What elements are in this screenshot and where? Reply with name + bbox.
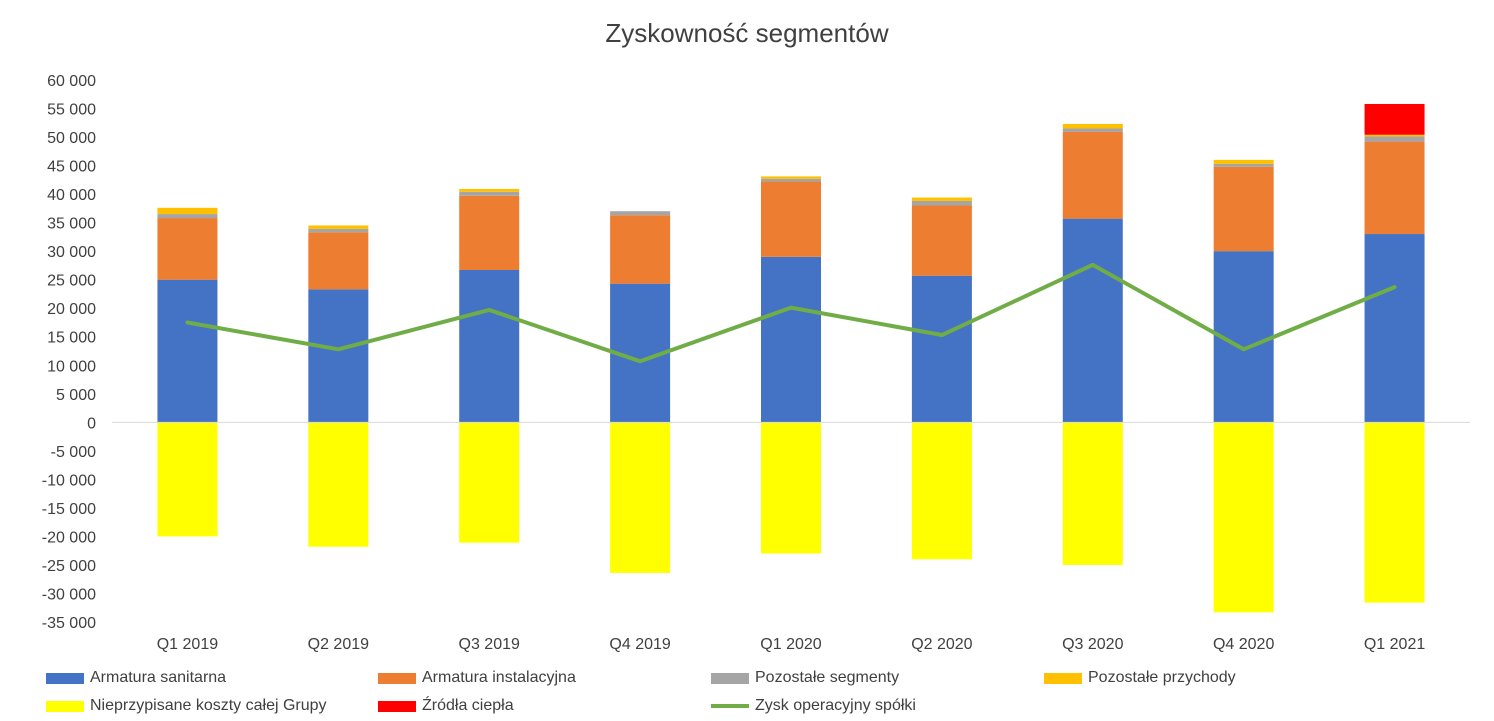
bar-segment: [610, 215, 671, 284]
y-tick-label: 40 000: [47, 187, 96, 204]
y-tick-label: -30 000: [42, 586, 96, 603]
bar-segment: [761, 178, 821, 182]
bar-negative: [459, 422, 520, 543]
y-tick-label: 20 000: [47, 301, 96, 318]
y-tick-label: -25 000: [42, 558, 96, 575]
y-tick-label: 10 000: [47, 358, 96, 375]
bar-segment: [459, 188, 520, 192]
y-tick-label: -5 000: [51, 444, 96, 461]
bar-segment: [1062, 128, 1123, 132]
bar-segment: [610, 211, 671, 216]
y-tick-label: 50 000: [47, 130, 96, 147]
bar-segment: [459, 195, 520, 270]
bar-negative: [1364, 422, 1425, 603]
x-tick-label: Q3 2019: [459, 636, 520, 653]
bar-segment: [459, 269, 520, 423]
x-tick-label: Q3 2020: [1062, 636, 1123, 653]
bar-segment: [911, 275, 972, 423]
bar-segment: [1364, 103, 1425, 135]
bar-segment: [1062, 123, 1123, 129]
bar-segment: [459, 191, 520, 196]
bar-segment: [157, 279, 218, 423]
y-tick-label: 55 000: [47, 102, 96, 119]
bar-segment: [308, 289, 369, 423]
x-axis-labels: Q1 2019 Q2 2019 Q3 2019 Q4 2019 Q1 2020 Q2 20…: [157, 636, 1426, 653]
y-tick-label: 45 000: [47, 159, 96, 176]
bar-negative: [610, 422, 671, 573]
bar-negative: [1213, 422, 1274, 613]
bars: [157, 103, 1425, 613]
y-tick-label: 15 000: [47, 330, 96, 347]
x-tick-label: Q1 2019: [157, 636, 218, 653]
line-series-layer: [185, 262, 1397, 364]
x-tick-label: Q1 2020: [760, 636, 821, 653]
bar-negative: [761, 422, 821, 554]
bar-segment: [157, 214, 218, 219]
y-tick-label: -35 000: [42, 615, 96, 632]
x-tick-label: Q2 2019: [308, 636, 369, 653]
y-tick-label: 35 000: [47, 216, 96, 233]
y-tick-label: 60 000: [47, 73, 96, 90]
bar-segment: [308, 228, 369, 233]
bar-negative: [911, 422, 972, 560]
bar-negative: [157, 422, 218, 537]
y-tick-label: 30 000: [47, 244, 96, 261]
bar-segment: [157, 218, 218, 280]
y-tick-label: -10 000: [42, 472, 96, 489]
y-tick-label: -20 000: [42, 529, 96, 546]
y-tick-label: -15 000: [42, 501, 96, 518]
bar-segment: [761, 176, 821, 179]
y-tick-label: 0: [87, 415, 96, 432]
y-axis-labels: 60 000 55 000 50 000 45 000 40 000 35 000 30 0…: [42, 73, 96, 632]
bar-segment: [308, 225, 369, 229]
x-tick-label: Q4 2020: [1213, 636, 1274, 653]
bar-segment: [1364, 134, 1425, 137]
bar-segment: [1364, 234, 1425, 423]
y-tick-label: 25 000: [47, 273, 96, 290]
bar-segment: [1213, 159, 1274, 164]
x-tick-label: Q1 2021: [1364, 636, 1425, 653]
x-tick-label: Q4 2019: [609, 636, 670, 653]
y-tick-label: 5 000: [56, 387, 96, 404]
x-tick-label: Q2 2020: [911, 636, 972, 653]
bar-segment: [1213, 166, 1274, 252]
bar-negative: [1062, 422, 1123, 565]
bar-segment: [1213, 163, 1274, 167]
chart-title: Zyskowność segmentów: [605, 18, 889, 48]
bar-negative: [308, 422, 369, 547]
bar-segment: [1364, 136, 1425, 142]
bar-segment: [157, 207, 218, 215]
bar-segment: [761, 256, 821, 423]
bar-segment: [911, 197, 972, 201]
bar-segment: [911, 205, 972, 276]
bar-segment: [911, 200, 972, 206]
bar-segment: [1062, 131, 1123, 219]
bar-segment: [1062, 218, 1123, 423]
bar-segment: [308, 232, 369, 290]
bar-segment: [761, 181, 821, 257]
bar-segment: [1364, 141, 1425, 235]
